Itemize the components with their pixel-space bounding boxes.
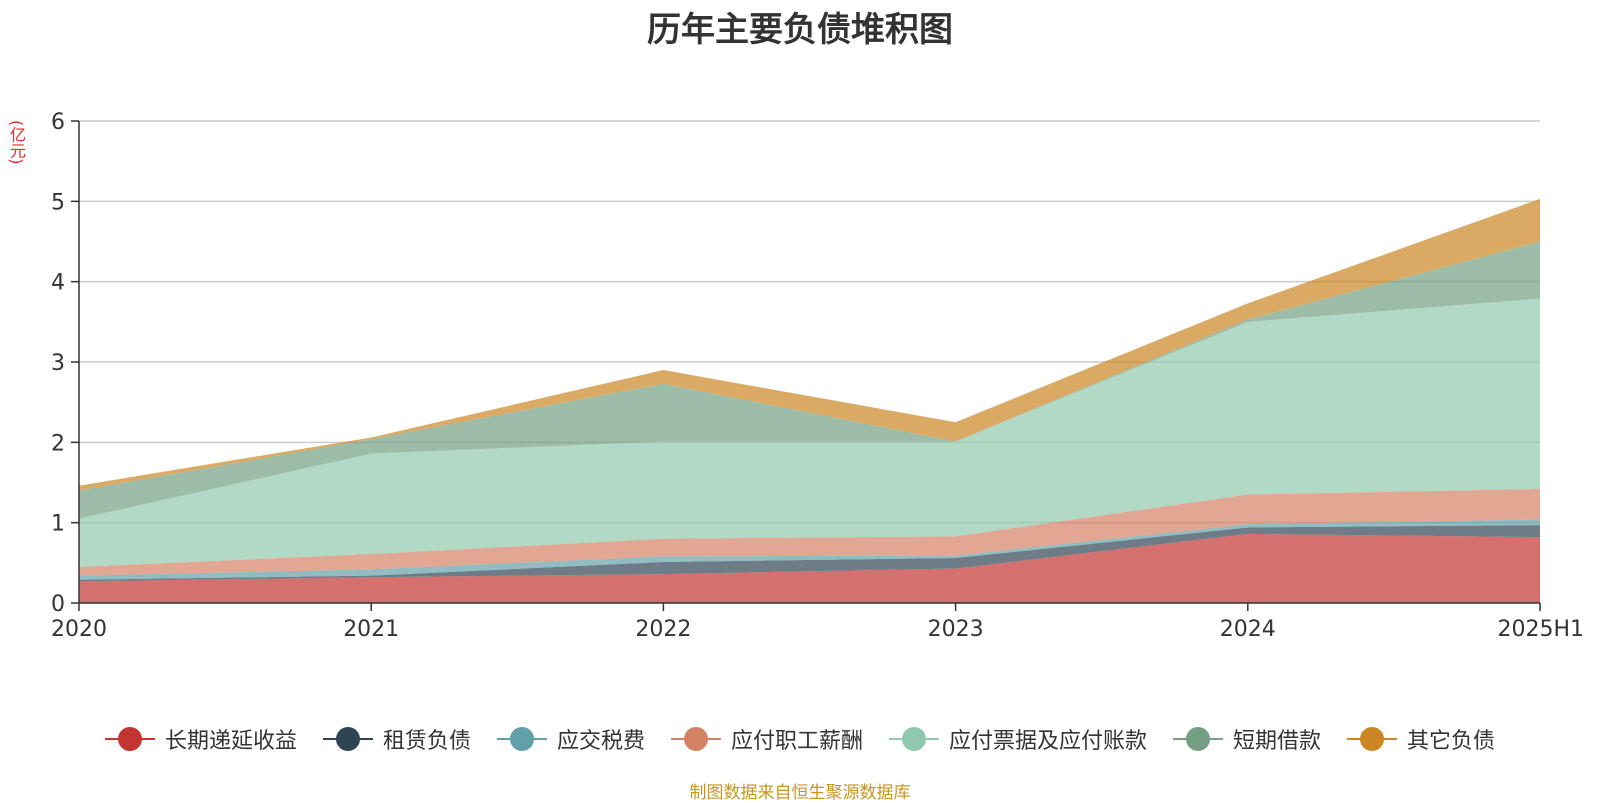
legend-item[interactable]: 长期递延收益: [104, 723, 297, 755]
legend-item[interactable]: 应付职工薪酬: [670, 723, 863, 755]
x-tick-label: 2025H1: [1497, 617, 1584, 642]
x-tick-labels: 2020 2021 2022 2023 2024 2025H1: [51, 617, 1584, 642]
area-series: [79, 198, 1540, 603]
legend-marker-icon: [322, 727, 373, 751]
x-tick-label: 2021: [343, 617, 399, 642]
legend-item[interactable]: 租赁负债: [322, 723, 471, 755]
data-source-note: 制图数据来自恒生聚源数据库: [689, 783, 911, 803]
legend-marker-icon: [889, 727, 939, 751]
legend-label: 应交税费: [556, 729, 645, 754]
legend-item[interactable]: 其它负债: [1347, 723, 1495, 755]
legend-marker-icon: [104, 727, 155, 751]
y-tick-label: 5: [51, 190, 65, 215]
chart-title: 历年主要负债堆积图: [647, 10, 953, 50]
y-tick-label: 2: [51, 431, 65, 456]
area-长期递延收益: [79, 533, 1540, 603]
legend-marker-icon: [1173, 727, 1224, 751]
legend-marker-icon: [1347, 727, 1398, 751]
legend-label: 长期递延收益: [164, 729, 297, 754]
area-租赁负债: [79, 525, 1540, 582]
legend-label: 应付职工薪酬: [730, 729, 863, 754]
legend-marker-icon: [496, 727, 547, 751]
legend-label: 租赁负债: [382, 729, 471, 754]
y-tick-label: 3: [51, 351, 65, 376]
axes: [71, 120, 1541, 611]
legend-marker-icon: [670, 727, 721, 751]
x-tick-label: 2023: [928, 617, 984, 642]
x-tick-label: 2024: [1220, 617, 1276, 642]
legend: 长期递延收益 租赁负债 应交税费 应付职工薪酬 应付票据及应付账款 短期借款 其它负债: [0, 719, 1600, 759]
legend-item[interactable]: 短期借款: [1173, 723, 1321, 755]
area-应交税费: [79, 519, 1540, 580]
area-短期借款: [79, 241, 1540, 519]
y-axis-unit-label: (亿元): [7, 120, 26, 165]
y-tick-label: 0: [51, 592, 65, 617]
legend-label: 应付票据及应付账款: [949, 729, 1148, 754]
y-tick-label: 1: [51, 512, 65, 537]
legend-label: 短期借款: [1233, 729, 1322, 754]
x-tick-label: 2020: [51, 617, 107, 642]
legend-label: 其它负债: [1407, 729, 1496, 754]
legend-item[interactable]: 应付票据及应付账款: [889, 723, 1147, 755]
y-tick-label: 4: [51, 271, 65, 296]
legend-item[interactable]: 应交税费: [496, 723, 645, 755]
y-tick-labels: 0 1 2 3 4 5 6: [51, 110, 65, 617]
y-tick-label: 6: [51, 110, 65, 135]
x-tick-label: 2022: [635, 617, 691, 642]
area-应付职工薪酬: [79, 488, 1540, 576]
area-应付票据及应付账款: [79, 298, 1540, 567]
